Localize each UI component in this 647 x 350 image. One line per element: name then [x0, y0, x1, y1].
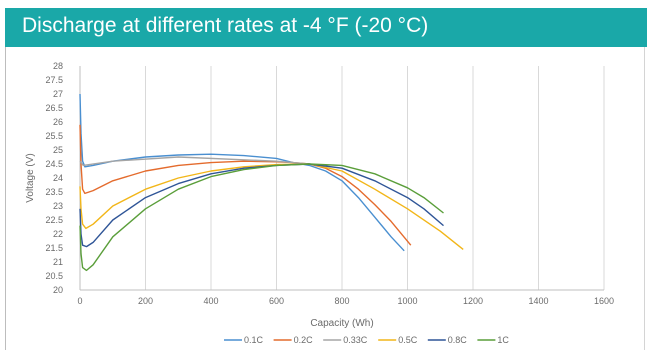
series-line-0_8C — [79, 163, 444, 248]
y-tick-label: 27.5 — [45, 75, 63, 85]
x-tick-label: 1200 — [463, 296, 483, 306]
title-banner: Discharge at different rates at -4 °F (-… — [5, 8, 647, 47]
y-tick-label: 27 — [53, 89, 63, 99]
series-line-0_2C — [79, 124, 412, 246]
legend-label: 0.8C — [448, 335, 468, 345]
x-tick-label: 400 — [203, 296, 218, 306]
chart-title: Discharge at different rates at -4 °F (-… — [22, 14, 429, 37]
y-tick-label: 26 — [53, 117, 63, 127]
x-axis-label: Capacity (Wh) — [310, 318, 373, 329]
y-tick-label: 20.5 — [45, 271, 63, 281]
legend-label: 1C — [497, 335, 509, 345]
series-line-0_33C — [79, 156, 310, 167]
series-line-0_1C — [79, 93, 405, 252]
y-tick-label: 21 — [53, 257, 63, 267]
plot-frame — [5, 47, 645, 350]
y-tick-label: 21.5 — [45, 243, 63, 253]
y-tick-label: 23 — [53, 201, 63, 211]
x-tick-label: 200 — [138, 296, 153, 306]
x-tick-label: 600 — [269, 296, 284, 306]
legend-label: 0.33C — [343, 335, 368, 345]
legend-label: 0.2C — [294, 335, 314, 345]
legend-label: 0.5C — [398, 335, 418, 345]
legend-label: 0.1C — [244, 335, 264, 345]
series-line-0_5C — [79, 163, 464, 250]
y-axis-label: Voltage (V) — [25, 153, 36, 202]
y-tick-label: 22 — [53, 229, 63, 239]
series-line-1C — [79, 163, 444, 272]
y-tick-label: 23.5 — [45, 187, 63, 197]
y-tick-label: 25 — [53, 145, 63, 155]
y-tick-label: 28 — [53, 61, 63, 71]
x-tick-label: 1000 — [397, 296, 417, 306]
y-tick-label: 25.5 — [45, 131, 63, 141]
x-tick-label: 0 — [77, 296, 82, 306]
x-tick-label: 1400 — [528, 296, 548, 306]
y-tick-label: 22.5 — [45, 215, 63, 225]
x-tick-label: 800 — [334, 296, 349, 306]
y-tick-label: 20 — [53, 285, 63, 295]
y-tick-label: 24 — [53, 173, 63, 183]
y-tick-label: 24.5 — [45, 159, 63, 169]
x-tick-label: 1600 — [594, 296, 614, 306]
y-tick-label: 26.5 — [45, 103, 63, 113]
